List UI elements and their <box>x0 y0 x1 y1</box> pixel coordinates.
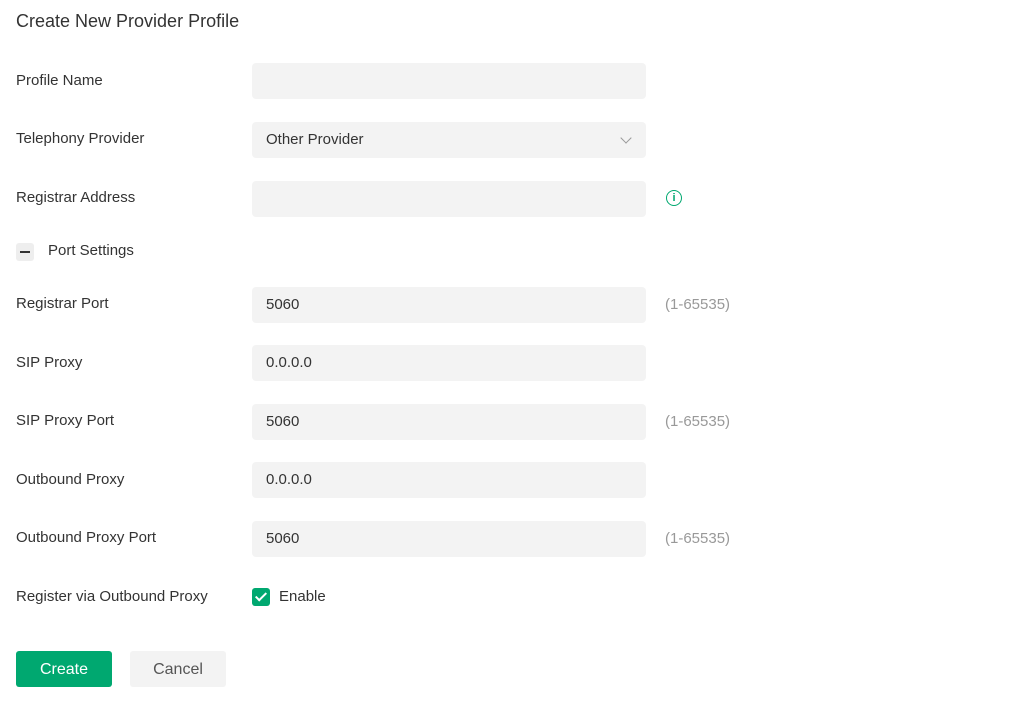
registrar-address-input[interactable] <box>252 181 646 217</box>
enable-label[interactable]: Enable <box>279 588 326 605</box>
collapse-port-settings-button[interactable] <box>16 243 34 261</box>
register-via-outbound-label: Register via Outbound Proxy <box>16 588 208 605</box>
sip-proxy-label: SIP Proxy <box>16 354 83 371</box>
page-title: Create New Provider Profile <box>16 11 240 31</box>
sip-proxy-input[interactable]: 0.0.0.0 <box>252 345 646 381</box>
outbound-proxy-port-label: Outbound Proxy Port <box>16 529 157 546</box>
port-settings-heading: Port Settings <box>48 242 134 259</box>
create-button[interactable]: Create <box>16 651 112 687</box>
registrar-port-input[interactable]: 5060 <box>252 287 646 323</box>
telephony-provider-label: Telephony Provider <box>16 130 145 147</box>
outbound-proxy-port-input[interactable]: 5060 <box>252 521 646 557</box>
enable-checkbox[interactable] <box>252 588 270 606</box>
telephony-provider-value: Other Provider <box>266 131 364 148</box>
profile-name-input[interactable] <box>252 63 646 99</box>
outbound-proxy-label: Outbound Proxy <box>16 471 125 488</box>
registrar-address-label: Registrar Address <box>16 189 136 206</box>
registrar-port-label: Registrar Port <box>16 295 109 312</box>
sip-proxy-port-input[interactable]: 5060 <box>252 404 646 440</box>
chevron-down-icon <box>620 132 632 144</box>
sip-proxy-port-hint: (1-65535) <box>665 413 731 430</box>
cancel-button[interactable]: Cancel <box>130 651 226 687</box>
outbound-proxy-port-hint: (1-65535) <box>665 530 731 547</box>
outbound-proxy-input[interactable]: 0.0.0.0 <box>252 462 646 498</box>
info-circle-icon[interactable]: i <box>666 190 682 206</box>
registrar-port-hint: (1-65535) <box>665 296 731 313</box>
sip-proxy-port-label: SIP Proxy Port <box>16 412 115 429</box>
profile-name-label: Profile Name <box>16 72 103 89</box>
telephony-provider-select[interactable]: Other Provider <box>252 122 646 158</box>
